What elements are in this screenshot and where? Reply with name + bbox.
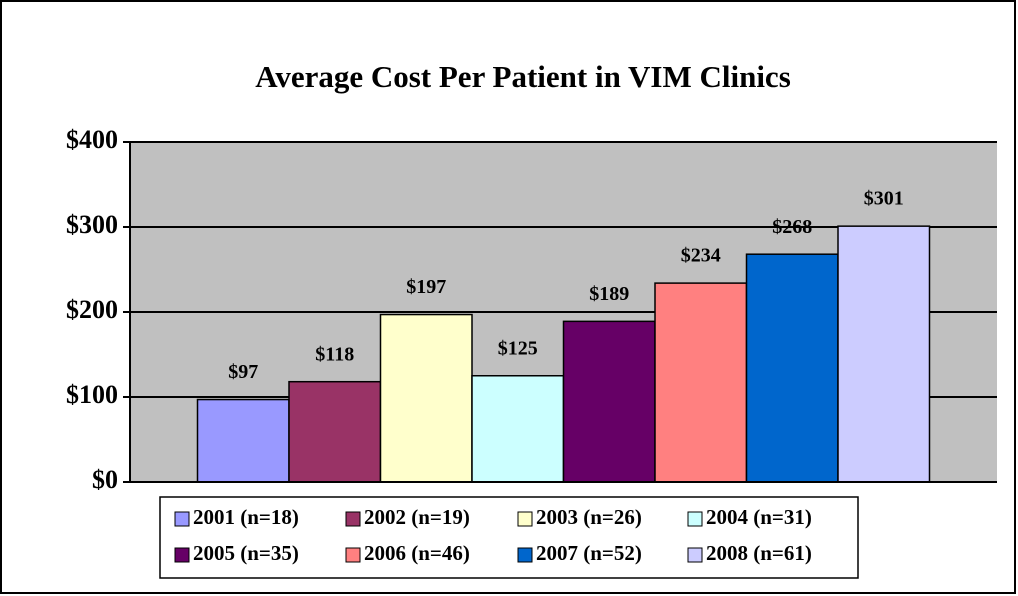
legend-swatch [345,547,361,563]
legend-label: 2001 (n=18) [193,505,299,529]
data-label: $125 [498,337,538,359]
bar [745,253,839,483]
data-label: $97 [228,361,258,383]
legend-swatch [517,547,533,563]
bar [654,282,748,483]
data-label: $189 [589,283,629,305]
chart-title: Average Cost Per Patient in VIM Clinics [255,59,791,94]
bar [288,380,382,483]
legend-label: 2005 (n=35) [193,541,299,565]
y-tick-label: $400 [66,125,118,154]
bar [379,313,473,483]
legend-label: 2008 (n=61) [706,541,812,565]
legend-swatch [687,511,703,527]
bar [471,375,565,483]
legend-box [159,496,859,579]
legend-label: 2004 (n=31) [706,505,812,529]
bar [837,225,931,483]
data-label: $268 [772,216,812,238]
legend-swatch [687,547,703,563]
data-label: $118 [315,343,354,365]
bar [562,320,656,483]
y-tick-label: $300 [66,210,118,239]
data-label: $301 [864,188,904,210]
legend-label: 2007 (n=52) [536,541,642,565]
bar [196,398,290,483]
legend-label: 2006 (n=46) [364,541,470,565]
legend-swatch [517,511,533,527]
legend-swatch [345,511,361,527]
y-tick-label: $100 [66,380,118,409]
y-tick-label: $0 [92,465,118,494]
y-tick-label: $200 [66,295,118,324]
legend-label: 2002 (n=19) [364,505,470,529]
legend-swatch [174,511,190,527]
legend-swatch [174,547,190,563]
legend-label: 2003 (n=26) [536,505,642,529]
data-label: $197 [406,276,446,298]
data-label: $234 [681,245,721,267]
